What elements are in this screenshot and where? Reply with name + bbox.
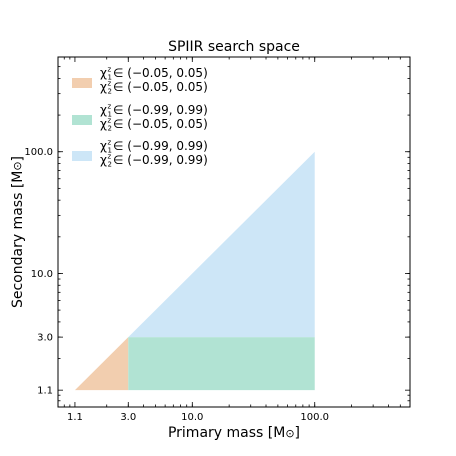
legend-entry-1-line-1-text: ∈ (−0.05, 0.05)	[113, 66, 208, 80]
legend-entry-3-line-1-sub: 1	[108, 147, 112, 155]
legend-entry-3-line-2-text: ∈ (−0.99, 0.99)	[113, 153, 208, 167]
legend-swatch-3	[72, 151, 92, 161]
legend-entry-2-line-2-text: ∈ (−0.05, 0.05)	[113, 117, 208, 131]
legend-entry-3-line-2-sub: 2	[108, 161, 112, 169]
legend-entry-2-line-1-sup: z	[108, 103, 112, 111]
y-tick-label: 10.0	[31, 269, 53, 280]
legend-entry-1-line-2-sup: z	[108, 80, 112, 88]
x-tick-label: 100.0	[300, 412, 329, 423]
legend-entry-2-line-1: χ	[100, 103, 107, 117]
legend-entry-3-line-2: χ	[100, 153, 107, 167]
legend-entry-3-line-1-text: ∈ (−0.99, 0.99)	[113, 139, 208, 153]
plot-frame	[57, 56, 411, 408]
legend-entry-1-line-2: χ	[100, 80, 107, 94]
region-1	[74, 337, 129, 391]
legend-entry-1-line-2-text: ∈ (−0.05, 0.05)	[113, 80, 208, 94]
legend-entry-2-line-1-text: ∈ (−0.99, 0.99)	[113, 103, 208, 117]
legend-swatch-1	[72, 78, 92, 88]
y-axis-label: Secondary mass [M⊙]	[10, 156, 26, 308]
legend-entry-1-line-2-sub: 2	[108, 88, 112, 96]
y-tick-label: 1.1	[37, 386, 53, 397]
legend-entry-2-line-2-sub: 2	[108, 125, 112, 133]
regions-layer	[74, 151, 315, 391]
legend-entry-2-line-2-sup: z	[108, 117, 112, 125]
chart-title: SPIIR search space	[168, 39, 300, 55]
y-tick-label: 3.0	[37, 333, 53, 344]
region-3	[128, 151, 315, 338]
legend-swatch-2	[72, 115, 92, 125]
y-tick-label: 100.0	[24, 147, 53, 158]
legend-entry-1-line-1-sub: 1	[108, 74, 112, 82]
legend-entry-1-line-1-sup: z	[108, 66, 112, 74]
legend-entry-1-line-1: χ	[100, 66, 107, 80]
x-tick-label: 10.0	[181, 412, 203, 423]
x-axis-label: Primary mass [M⊙]	[168, 425, 300, 441]
x-tick-label: 1.1	[67, 412, 83, 423]
region-2	[128, 337, 315, 391]
legend-entry-2-line-1-sub: 1	[108, 111, 112, 119]
legend-entry-3-line-1-sup: z	[108, 139, 112, 147]
x-tick-label: 3.0	[120, 412, 136, 423]
legend-entry-3-line-1: χ	[100, 139, 107, 153]
legend: χ z1 ∈ (−0.05, 0.05)χ z2 ∈ (−0.05, 0.05)χ z…	[72, 66, 208, 169]
legend-entry-2-line-2: χ	[100, 117, 107, 131]
legend-entry-3-line-2-sup: z	[108, 153, 112, 161]
ticks-layer: 1.1 3.0 10.0 100.0 1.1 3.0 10.0 100.0	[24, 56, 411, 423]
